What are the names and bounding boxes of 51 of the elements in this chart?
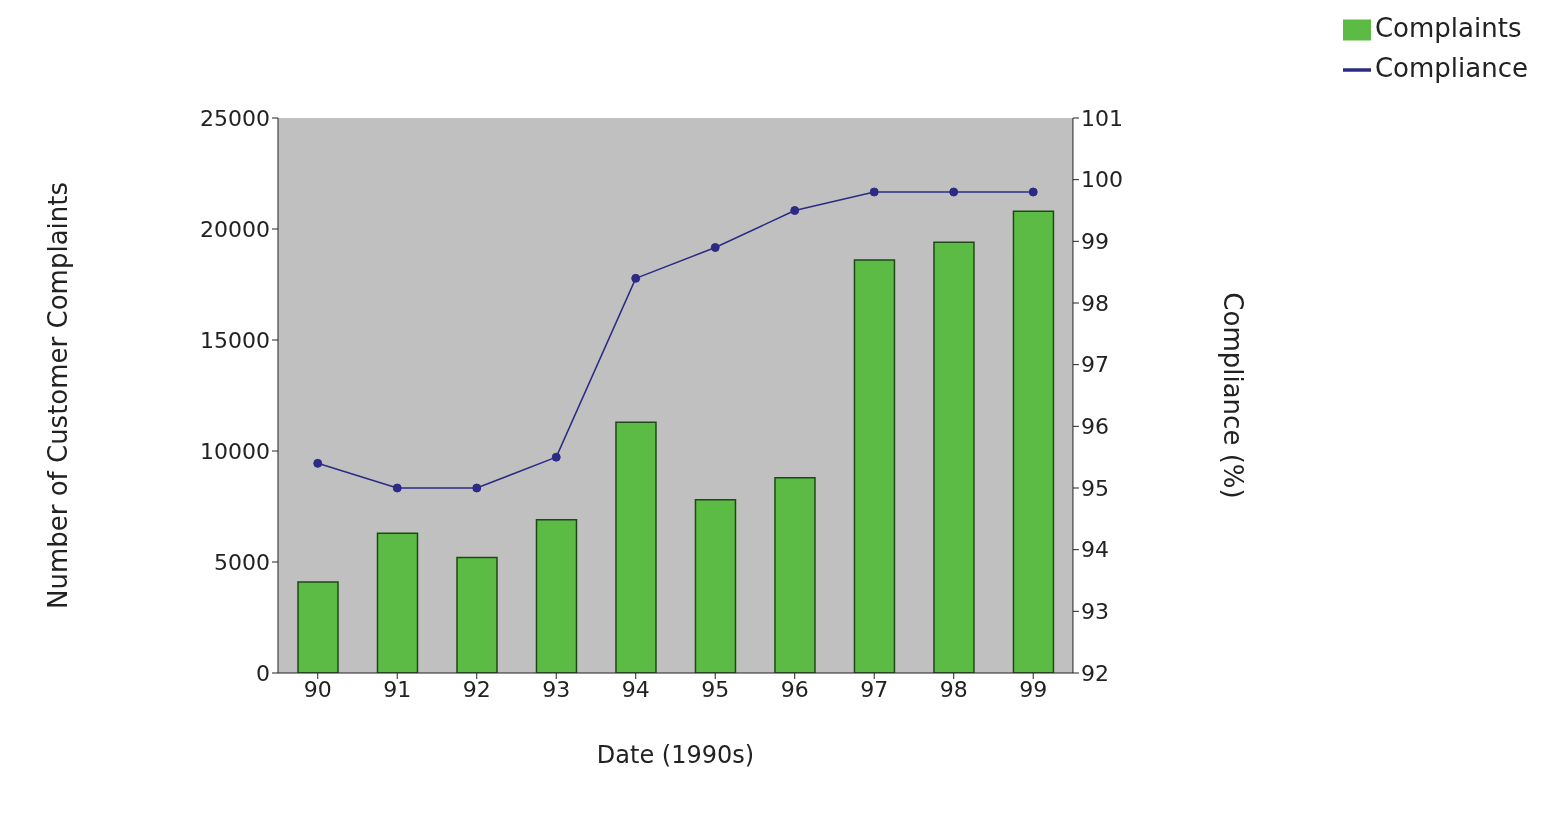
bar [694,499,737,673]
bar [853,259,896,673]
bar [535,519,578,673]
y2-tick-label: 101 [1080,105,1123,131]
point [472,483,482,493]
y2-tick-label: 93 [1080,599,1109,625]
point [869,187,879,197]
y2-tick-label: 92 [1080,660,1109,686]
point [949,187,959,197]
y2-tick-label: 96 [1080,414,1109,440]
x-tick-label: 92 [462,676,491,702]
x-tick-label: 91 [383,676,412,702]
y2-tick-label: 99 [1080,229,1109,255]
y2-tick-label: 94 [1080,537,1109,563]
y2-tick-label: 98 [1080,290,1109,316]
x-tick-label: 94 [621,676,650,702]
x-tick-label: 93 [542,676,571,702]
y2-axis-title: Compliance (%) [1217,292,1248,499]
y-axis-title: Number of Customer Complaints [43,181,74,610]
y-tick-label: 20000 [200,216,270,242]
bar [1012,210,1055,673]
point [631,273,641,283]
x-tick-label: 96 [780,676,809,702]
bar [774,476,816,673]
x-tick-label: 99 [1019,676,1048,702]
bar [297,581,339,673]
y-tick-label: 5000 [214,549,270,575]
x-tick-label: 90 [303,676,332,702]
x-axis-title: Date (1990s) [596,741,755,769]
x-tick-label: 98 [939,676,968,702]
legend-label: Complaints [1374,13,1522,43]
y2-tick-label: 97 [1080,352,1109,378]
point [551,452,561,462]
y-tick-label: 0 [256,660,270,686]
y-tick-label: 10000 [200,438,270,464]
x-tick-label: 97 [860,676,889,702]
bar [456,556,498,673]
y-tick-label: 15000 [200,327,270,353]
point [710,243,720,252]
point [1028,187,1038,197]
y2-tick-label: 100 [1080,167,1123,193]
point [313,458,323,468]
bar [376,532,419,673]
point [392,483,402,493]
point [790,206,800,215]
y2-tick-label: 95 [1080,475,1109,501]
y-tick-label: 25000 [200,105,270,131]
bar [933,241,975,673]
bar [615,421,657,673]
legend-label: Compliance [1374,53,1528,83]
x-tick-label: 95 [701,676,730,702]
